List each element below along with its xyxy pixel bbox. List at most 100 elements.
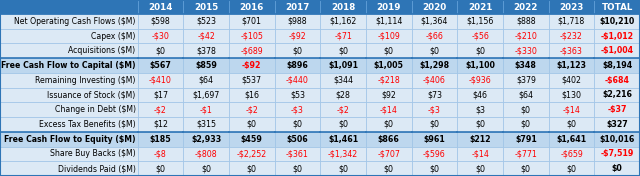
Bar: [595, 14, 640, 29]
Bar: [183, 43, 229, 58]
Text: -$363: -$363: [560, 46, 583, 55]
Text: $17: $17: [153, 90, 168, 99]
Text: $1,162: $1,162: [330, 17, 357, 26]
Bar: [275, 147, 320, 161]
Text: $0: $0: [521, 105, 531, 114]
Text: $28: $28: [336, 90, 351, 99]
Bar: [458, 73, 503, 88]
Bar: [595, 88, 640, 102]
Text: $0: $0: [566, 120, 577, 129]
Bar: [183, 73, 229, 88]
Bar: [503, 132, 548, 147]
Bar: [320, 102, 366, 117]
Bar: [0, 43, 138, 58]
Bar: [366, 88, 412, 102]
Bar: [458, 0, 503, 14]
Text: $988: $988: [287, 17, 307, 26]
Text: $701: $701: [242, 17, 262, 26]
Text: -$14: -$14: [380, 105, 397, 114]
Bar: [0, 102, 138, 117]
Bar: [548, 43, 595, 58]
Text: $348: $348: [515, 61, 537, 70]
Bar: [595, 147, 640, 161]
Text: $866: $866: [378, 135, 400, 144]
Text: 2020: 2020: [422, 2, 447, 11]
Text: $1,114: $1,114: [375, 17, 403, 26]
Text: $0: $0: [338, 164, 348, 173]
Bar: [412, 161, 458, 176]
Bar: [548, 147, 595, 161]
Text: -$71: -$71: [334, 32, 352, 41]
Bar: [320, 0, 366, 14]
Text: Free Cash Flow to Capital ($M): Free Cash Flow to Capital ($M): [1, 61, 136, 70]
Text: $0: $0: [338, 120, 348, 129]
Bar: [0, 132, 138, 147]
Bar: [412, 43, 458, 58]
Text: -$210: -$210: [515, 32, 537, 41]
Text: $537: $537: [242, 76, 262, 85]
Bar: [458, 117, 503, 132]
Text: Free Cash Flow to Equity ($M): Free Cash Flow to Equity ($M): [4, 135, 136, 144]
Text: Issuance of Stock ($M): Issuance of Stock ($M): [47, 90, 136, 99]
Bar: [366, 43, 412, 58]
Text: $212: $212: [469, 135, 491, 144]
Text: $598: $598: [150, 17, 170, 26]
Text: $344: $344: [333, 76, 353, 85]
Bar: [229, 0, 275, 14]
Bar: [548, 88, 595, 102]
Bar: [595, 102, 640, 117]
Text: $506: $506: [287, 135, 308, 144]
Bar: [138, 73, 183, 88]
Text: $0: $0: [201, 164, 211, 173]
Text: $1,100: $1,100: [465, 61, 495, 70]
Text: Change in Debt ($M): Change in Debt ($M): [54, 105, 136, 114]
Bar: [320, 29, 366, 43]
Bar: [503, 147, 548, 161]
Bar: [229, 117, 275, 132]
Text: -$707: -$707: [378, 149, 400, 158]
Text: -$596: -$596: [423, 149, 446, 158]
Text: $379: $379: [516, 76, 536, 85]
Text: Acquisitions ($M): Acquisitions ($M): [68, 46, 136, 55]
Bar: [503, 14, 548, 29]
Bar: [595, 132, 640, 147]
Text: -$771: -$771: [515, 149, 537, 158]
Text: 2022: 2022: [514, 2, 538, 11]
Bar: [366, 102, 412, 117]
Text: $46: $46: [473, 90, 488, 99]
Bar: [366, 14, 412, 29]
Bar: [229, 14, 275, 29]
Bar: [412, 14, 458, 29]
Text: Excess Tax Benefits ($M): Excess Tax Benefits ($M): [39, 120, 136, 129]
Text: $2,216: $2,216: [602, 90, 632, 99]
Text: $0: $0: [475, 120, 485, 129]
Bar: [503, 43, 548, 58]
Bar: [183, 29, 229, 43]
Text: $92: $92: [381, 90, 396, 99]
Bar: [183, 58, 229, 73]
Bar: [138, 117, 183, 132]
Bar: [458, 102, 503, 117]
Text: -$330: -$330: [515, 46, 537, 55]
Bar: [229, 29, 275, 43]
Text: -$92: -$92: [289, 32, 307, 41]
Text: $0: $0: [384, 120, 394, 129]
Bar: [0, 58, 138, 73]
Text: -$218: -$218: [378, 76, 400, 85]
Text: -$66: -$66: [426, 32, 444, 41]
Text: $1,461: $1,461: [328, 135, 358, 144]
Bar: [0, 73, 138, 88]
Text: 2019: 2019: [376, 2, 401, 11]
Text: -$684: -$684: [605, 76, 630, 85]
Text: 2017: 2017: [285, 2, 310, 11]
Bar: [229, 88, 275, 102]
Text: 2015: 2015: [194, 2, 218, 11]
Text: -$2: -$2: [337, 105, 349, 114]
Bar: [412, 0, 458, 14]
Text: $0: $0: [384, 46, 394, 55]
Text: $0: $0: [475, 164, 485, 173]
Bar: [138, 14, 183, 29]
Text: $0: $0: [521, 164, 531, 173]
Bar: [229, 132, 275, 147]
Text: -$406: -$406: [423, 76, 446, 85]
